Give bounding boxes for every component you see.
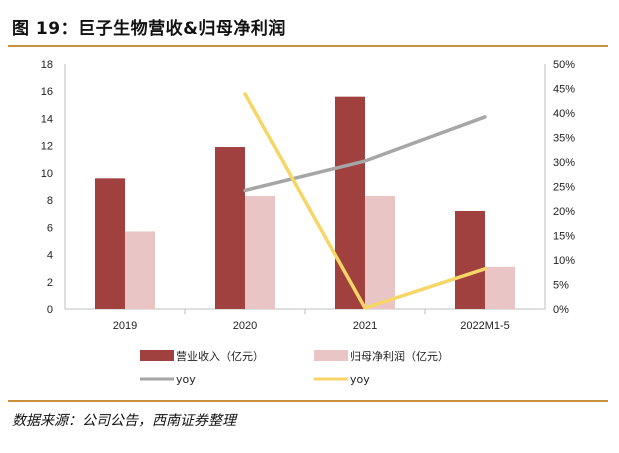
y-right-tick-label: 50% xyxy=(553,59,575,71)
y-right-tick-label: 40% xyxy=(553,108,575,120)
chart-legend: 营业收入（亿元） 归母净利润（亿元） yoy yoy xyxy=(140,349,449,386)
y-left-tick-label: 6 xyxy=(47,222,53,234)
y-left-tick-label: 16 xyxy=(41,86,53,98)
y-right-tick-label: 15% xyxy=(553,231,575,243)
y-left-tick-label: 10 xyxy=(41,168,53,180)
y-right-tick-label: 10% xyxy=(553,255,575,267)
legend-swatch-net-profit xyxy=(314,350,348,361)
y-left-tick-label: 2 xyxy=(47,277,53,289)
revenue-bar xyxy=(455,211,485,309)
revenue-bar xyxy=(95,178,125,309)
net-profit-bar xyxy=(485,266,515,309)
source-divider xyxy=(8,400,608,402)
legend-swatch-revenue xyxy=(140,350,174,361)
x-tick-label: 2021 xyxy=(353,320,377,332)
title-divider xyxy=(8,45,608,47)
y-right-tick-label: 20% xyxy=(553,206,575,218)
y-left-tick-label: 8 xyxy=(47,195,53,207)
y-right-tick-label: 0% xyxy=(553,304,569,316)
chart-bars xyxy=(95,96,515,310)
y-left-tick-label: 0 xyxy=(47,304,53,316)
net-profit-bar xyxy=(365,196,395,309)
y-left-tick-label: 18 xyxy=(41,59,53,71)
legend-label-revenue-yoy: yoy xyxy=(176,373,196,386)
y-right-tick-label: 25% xyxy=(553,182,575,194)
revenue-bar xyxy=(215,147,245,309)
revenue-yoy-line xyxy=(243,115,487,193)
y-right-tick-label: 45% xyxy=(553,84,575,96)
x-tick-label: 2019 xyxy=(113,320,137,332)
legend-label-profit-yoy: yoy xyxy=(350,373,370,386)
legend-label-revenue: 营业收入（亿元） xyxy=(176,349,264,363)
net-profit-bar xyxy=(125,231,155,309)
legend-label-net-profit: 归母净利润（亿元） xyxy=(350,349,449,363)
revenue-profit-chart: 0 2 4 6 8 10 12 14 16 18 0% 5% 10% 15% 20% 25% 30% 35% 40%… xyxy=(41,59,575,386)
y-right-tick-label: 30% xyxy=(553,157,575,169)
x-tick-label: 2020 xyxy=(233,320,257,332)
y-left-tick-label: 14 xyxy=(41,113,53,125)
chart-ticks: 0 2 4 6 8 10 12 14 16 18 0% 5% 10% 15% 20% 25% 30% 35% 40%… xyxy=(41,59,575,332)
page-title: 图 19：巨子生物营收&归母净利润 xyxy=(12,19,286,39)
chart-lines xyxy=(243,92,487,310)
y-right-tick-label: 35% xyxy=(553,133,575,145)
y-right-tick-label: 5% xyxy=(553,280,569,292)
source-note: 数据来源：公司公告，西南证券整理 xyxy=(12,413,236,429)
revenue-bar xyxy=(335,96,365,310)
y-left-tick-label: 12 xyxy=(41,141,53,153)
profit-yoy-line xyxy=(243,92,487,310)
net-profit-bar xyxy=(245,196,275,309)
y-left-tick-label: 4 xyxy=(47,250,53,262)
x-tick-label: 2022M1-5 xyxy=(460,320,510,332)
